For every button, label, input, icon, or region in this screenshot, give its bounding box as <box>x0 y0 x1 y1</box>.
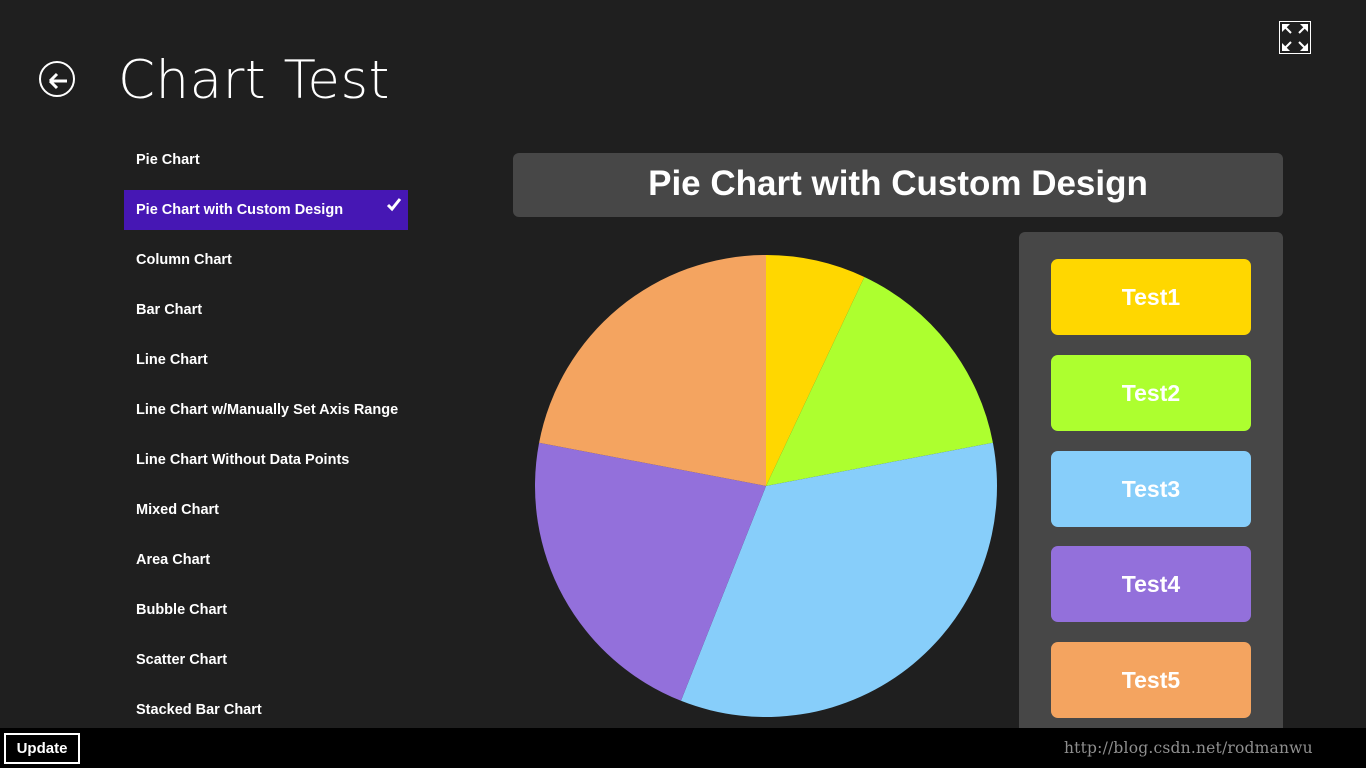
expand-icon <box>1282 24 1308 51</box>
chart-list-item-label: Area Chart <box>136 552 211 568</box>
chart-list-item-label: Line Chart Without Data Points <box>136 452 350 468</box>
chart-list-item[interactable]: Pie Chart <box>124 140 408 180</box>
chart-list-item[interactable]: Line Chart <box>124 340 408 380</box>
chart-list-item-label: Pie Chart <box>136 152 200 168</box>
legend-item-test4[interactable]: Test4 <box>1051 546 1251 623</box>
chart-list-item-label: Bar Chart <box>136 302 203 318</box>
chart-title: Pie Chart with Custom Design <box>513 153 1283 217</box>
chart-list-item[interactable]: Stacked Bar Chart <box>124 690 408 730</box>
pie-chart <box>534 255 998 718</box>
legend-item-test3[interactable]: Test3 <box>1051 450 1251 527</box>
chart-list-item[interactable]: Line Chart Without Data Points <box>124 440 408 480</box>
chart-type-list: Pie Chart Pie Chart with Custom Design Col… <box>124 140 408 768</box>
pie-slice-test5[interactable] <box>539 255 766 486</box>
checkmark-icon <box>386 198 402 212</box>
chart-list-item-label: Stacked Bar Chart <box>136 702 262 718</box>
chart-list-item[interactable]: Bar Chart <box>124 290 408 330</box>
legend-item-test2[interactable]: Test2 <box>1051 354 1251 431</box>
pie-slice-test1[interactable] <box>766 255 865 486</box>
pie-slice-test3[interactable] <box>680 442 998 718</box>
chart-list-item-label: Scatter Chart <box>136 652 228 668</box>
chart-list-item[interactable]: Line Chart w/Manually Set Axis Range <box>124 390 408 430</box>
pie-slice-test4[interactable] <box>534 442 766 701</box>
chart-list-item[interactable]: Mixed Chart <box>124 490 408 530</box>
legend-item-test5[interactable]: Test5 <box>1051 642 1251 719</box>
app-bar: Update <box>0 728 1366 768</box>
chart-list-item[interactable]: Bubble Chart <box>124 590 408 630</box>
pie-slice-test2[interactable] <box>766 276 993 486</box>
watermark-url: http://blog.csdn.net/rodmanwu <box>1064 739 1313 757</box>
chart-list-item-label: Mixed Chart <box>136 502 219 518</box>
back-arrow-icon <box>48 72 67 90</box>
chart-list-item-label: Line Chart <box>136 352 208 368</box>
chart-legend: Test1 Test2 Test3 Test4 Test5 <box>1019 232 1283 740</box>
chart-list-item-label: Line Chart w/Manually Set Axis Range <box>136 402 399 418</box>
back-button[interactable] <box>39 61 75 97</box>
chart-list-item-label: Pie Chart with Custom Design <box>136 202 344 218</box>
chart-list-item[interactable]: Column Chart <box>124 240 408 280</box>
chart-list-item-label: Column Chart <box>136 252 232 268</box>
chart-list-item[interactable]: Area Chart <box>124 540 408 580</box>
chart-list-item[interactable]: Scatter Chart <box>124 640 408 680</box>
page-title: Chart Test <box>118 50 390 111</box>
chart-list-item-label: Bubble Chart <box>136 602 228 618</box>
fullscreen-button[interactable] <box>1279 21 1311 54</box>
update-button[interactable]: Update <box>4 733 80 764</box>
chart-list-item[interactable]: Pie Chart with Custom Design <box>124 190 408 230</box>
legend-item-test1[interactable]: Test1 <box>1051 259 1251 335</box>
